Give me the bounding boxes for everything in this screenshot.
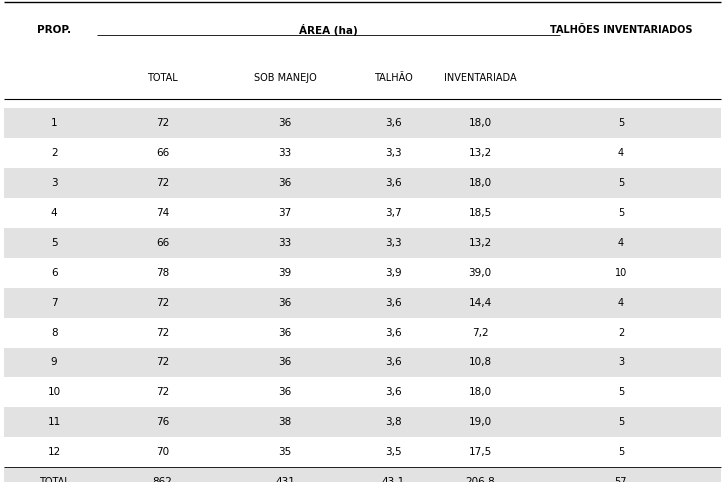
Text: 66: 66 [156, 238, 169, 248]
FancyBboxPatch shape [4, 258, 721, 288]
Text: 4: 4 [618, 238, 624, 248]
Text: 8: 8 [51, 328, 58, 337]
FancyBboxPatch shape [4, 377, 721, 407]
Text: 72: 72 [156, 178, 169, 188]
Text: 18,5: 18,5 [469, 208, 492, 218]
Text: 4: 4 [51, 208, 58, 218]
Text: 13,2: 13,2 [469, 238, 492, 248]
Text: 33: 33 [279, 238, 292, 248]
Text: 11: 11 [48, 417, 61, 427]
Text: 3,3: 3,3 [385, 148, 402, 158]
Text: 17,5: 17,5 [469, 447, 492, 457]
Text: 43,1: 43,1 [382, 477, 405, 482]
Text: 7: 7 [51, 298, 58, 308]
FancyBboxPatch shape [4, 108, 721, 138]
Text: 72: 72 [156, 358, 169, 367]
Text: 78: 78 [156, 268, 169, 278]
Text: 35: 35 [279, 447, 292, 457]
FancyBboxPatch shape [4, 168, 721, 198]
Text: TALHÃO: TALHÃO [374, 73, 413, 83]
Text: 3: 3 [618, 358, 624, 367]
FancyBboxPatch shape [4, 407, 721, 437]
Text: 36: 36 [279, 178, 292, 188]
Text: INVENTARIADA: INVENTARIADA [444, 73, 516, 83]
FancyBboxPatch shape [4, 198, 721, 228]
Text: 10: 10 [615, 268, 627, 278]
Text: 72: 72 [156, 328, 169, 337]
Text: 6: 6 [51, 268, 58, 278]
FancyBboxPatch shape [4, 228, 721, 258]
Text: 10: 10 [48, 388, 61, 397]
FancyBboxPatch shape [4, 437, 721, 467]
Text: 3,7: 3,7 [385, 208, 402, 218]
Text: 39: 39 [279, 268, 292, 278]
Text: 74: 74 [156, 208, 169, 218]
FancyBboxPatch shape [4, 138, 721, 168]
Text: 57: 57 [614, 477, 627, 482]
Text: 3,6: 3,6 [385, 178, 402, 188]
Text: 3,5: 3,5 [385, 447, 402, 457]
Text: SOB MANEJO: SOB MANEJO [254, 73, 316, 83]
Text: 38: 38 [279, 417, 292, 427]
Text: TOTAL: TOTAL [147, 73, 178, 83]
Text: 36: 36 [279, 119, 292, 128]
Text: 76: 76 [156, 417, 169, 427]
Text: 5: 5 [618, 178, 624, 188]
Text: 5: 5 [618, 417, 624, 427]
Text: 14,4: 14,4 [469, 298, 492, 308]
Text: 18,0: 18,0 [469, 119, 492, 128]
Text: 3,6: 3,6 [385, 328, 402, 337]
Text: 72: 72 [156, 119, 169, 128]
Text: 2: 2 [51, 148, 58, 158]
Text: 431: 431 [275, 477, 295, 482]
Text: 4: 4 [618, 148, 624, 158]
Text: 37: 37 [279, 208, 292, 218]
FancyBboxPatch shape [4, 467, 721, 482]
Text: ÁREA (ha): ÁREA (ha) [299, 24, 358, 36]
Text: 66: 66 [156, 148, 169, 158]
Text: TOTAL: TOTAL [39, 477, 69, 482]
Text: 9: 9 [51, 358, 58, 367]
Text: 13,2: 13,2 [469, 148, 492, 158]
Text: 5: 5 [618, 388, 624, 397]
Text: 3,3: 3,3 [385, 238, 402, 248]
FancyBboxPatch shape [4, 318, 721, 348]
Text: 72: 72 [156, 388, 169, 397]
Text: 3,6: 3,6 [385, 119, 402, 128]
Text: 862: 862 [152, 477, 173, 482]
Text: 3,9: 3,9 [385, 268, 402, 278]
Text: 36: 36 [279, 298, 292, 308]
Text: 206,8: 206,8 [465, 477, 495, 482]
Text: 36: 36 [279, 328, 292, 337]
FancyBboxPatch shape [4, 288, 721, 318]
Text: TALHÕES INVENTARIADOS: TALHÕES INVENTARIADOS [549, 25, 692, 35]
Text: 19,0: 19,0 [469, 417, 492, 427]
Text: 5: 5 [618, 208, 624, 218]
Text: 3,6: 3,6 [385, 358, 402, 367]
Text: 10,8: 10,8 [469, 358, 492, 367]
Text: 2: 2 [618, 328, 624, 337]
Text: 3,6: 3,6 [385, 298, 402, 308]
Text: 70: 70 [156, 447, 169, 457]
Text: 3,8: 3,8 [385, 417, 402, 427]
Text: 7,2: 7,2 [471, 328, 489, 337]
Text: 36: 36 [279, 358, 292, 367]
Text: 5: 5 [51, 238, 58, 248]
FancyBboxPatch shape [4, 348, 721, 377]
Text: 39,0: 39,0 [469, 268, 492, 278]
Text: 36: 36 [279, 388, 292, 397]
Text: 3: 3 [51, 178, 58, 188]
FancyBboxPatch shape [4, 99, 721, 108]
Text: 33: 33 [279, 148, 292, 158]
Text: 3,6: 3,6 [385, 388, 402, 397]
Text: 1: 1 [51, 119, 58, 128]
Text: 18,0: 18,0 [469, 388, 492, 397]
Text: 18,0: 18,0 [469, 178, 492, 188]
Text: 72: 72 [156, 298, 169, 308]
Text: 5: 5 [618, 119, 624, 128]
Text: 12: 12 [48, 447, 61, 457]
Text: PROP.: PROP. [37, 25, 71, 35]
Text: 4: 4 [618, 298, 624, 308]
Text: 5: 5 [618, 447, 624, 457]
